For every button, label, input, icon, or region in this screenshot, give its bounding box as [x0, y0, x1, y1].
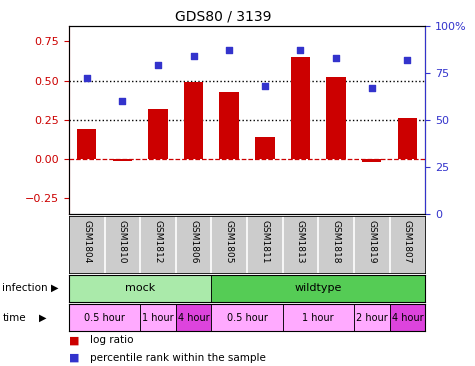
- Text: GDS80 / 3139: GDS80 / 3139: [175, 9, 272, 23]
- Text: 4 hour: 4 hour: [391, 313, 423, 322]
- Bar: [140, 304, 176, 331]
- Point: [83, 75, 90, 81]
- Bar: [148, 109, 168, 159]
- Text: GSM1810: GSM1810: [118, 220, 127, 264]
- Bar: [326, 78, 346, 159]
- Text: ■: ■: [69, 335, 79, 346]
- Point: [332, 55, 340, 61]
- Text: time: time: [2, 313, 26, 322]
- Text: 1 hour: 1 hour: [303, 313, 334, 322]
- Text: ▶: ▶: [39, 313, 47, 322]
- Bar: [362, 159, 381, 162]
- Bar: [219, 92, 239, 159]
- Text: 0.5 hour: 0.5 hour: [227, 313, 267, 322]
- Text: mock: mock: [125, 283, 155, 293]
- Bar: [77, 129, 96, 159]
- Point: [403, 57, 411, 63]
- Bar: [354, 304, 390, 331]
- Bar: [283, 304, 354, 331]
- Text: infection: infection: [2, 283, 48, 293]
- Text: ▶: ▶: [51, 283, 59, 293]
- Bar: [211, 304, 283, 331]
- Bar: [176, 304, 211, 331]
- Text: GSM1812: GSM1812: [153, 220, 162, 264]
- Bar: [69, 274, 211, 302]
- Bar: [291, 57, 310, 159]
- Bar: [255, 137, 275, 159]
- Point: [296, 47, 304, 53]
- Text: 2 hour: 2 hour: [356, 313, 388, 322]
- Text: 1 hour: 1 hour: [142, 313, 174, 322]
- Text: GSM1813: GSM1813: [296, 220, 305, 264]
- Text: GSM1811: GSM1811: [260, 220, 269, 264]
- Bar: [211, 274, 425, 302]
- Point: [154, 62, 162, 68]
- Text: ■: ■: [69, 353, 79, 363]
- Text: 0.5 hour: 0.5 hour: [84, 313, 125, 322]
- Bar: [390, 304, 425, 331]
- Text: log ratio: log ratio: [90, 335, 134, 346]
- Point: [368, 85, 375, 91]
- Text: GSM1807: GSM1807: [403, 220, 412, 264]
- Point: [119, 98, 126, 104]
- Point: [190, 53, 198, 59]
- Point: [225, 47, 233, 53]
- Text: GSM1805: GSM1805: [225, 220, 234, 264]
- Text: GSM1818: GSM1818: [332, 220, 341, 264]
- Text: GSM1804: GSM1804: [82, 220, 91, 264]
- Text: 4 hour: 4 hour: [178, 313, 209, 322]
- Text: wildtype: wildtype: [294, 283, 342, 293]
- Bar: [398, 118, 417, 159]
- Text: percentile rank within the sample: percentile rank within the sample: [90, 353, 266, 363]
- Text: GSM1819: GSM1819: [367, 220, 376, 264]
- Text: GSM1806: GSM1806: [189, 220, 198, 264]
- Bar: [69, 304, 140, 331]
- Point: [261, 83, 269, 89]
- Bar: [113, 159, 132, 161]
- Bar: [184, 82, 203, 159]
